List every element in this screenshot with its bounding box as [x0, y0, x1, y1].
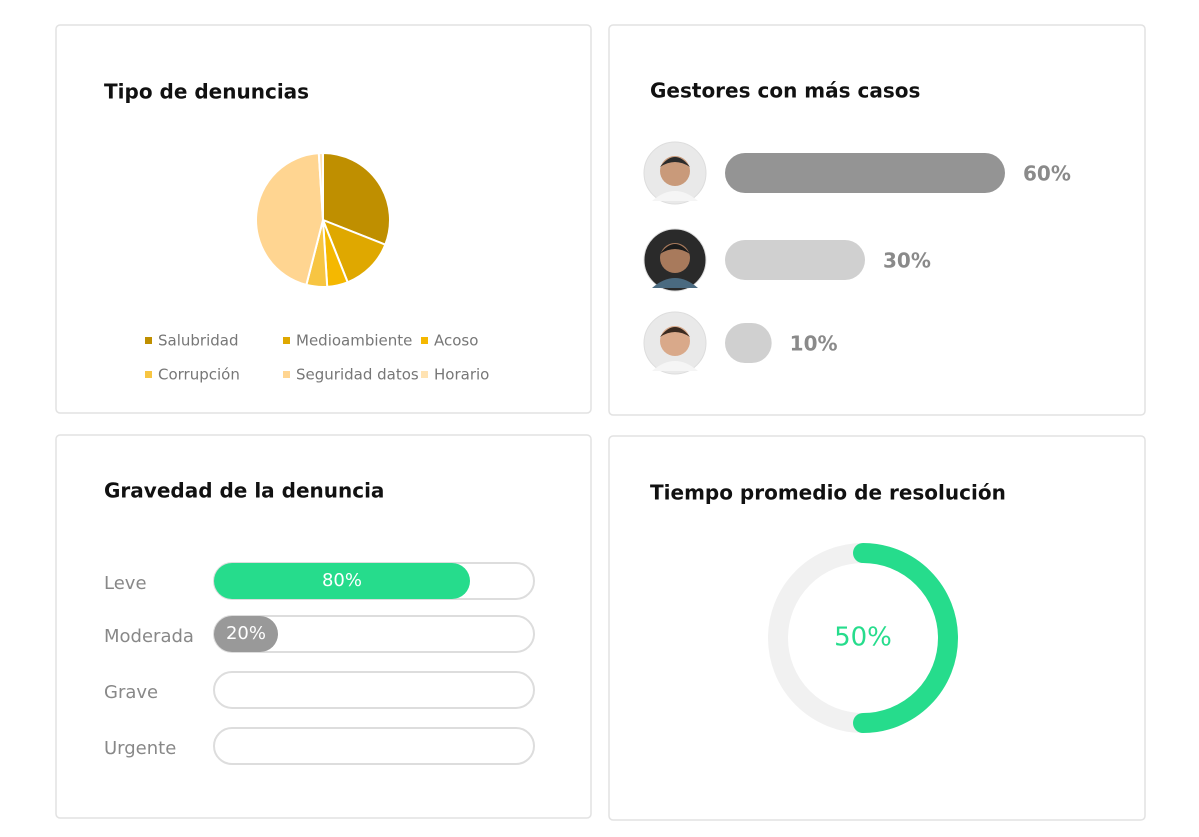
- avatar-body: [652, 278, 698, 288]
- legend-swatch: [145, 337, 152, 344]
- legend-label: Seguridad datos: [296, 366, 419, 384]
- card: [608, 435, 1146, 821]
- card-title: Tipo de denuncias: [104, 80, 309, 104]
- legend-label: Salubridad: [158, 332, 238, 350]
- card-title: Gestores con más casos: [650, 79, 920, 103]
- card-title: Tiempo promedio de resolución: [650, 481, 1006, 505]
- value-label: 30%: [883, 249, 931, 273]
- progress-track: [213, 727, 535, 765]
- row-label: Leve: [104, 573, 147, 594]
- legend-swatch: [421, 371, 428, 378]
- bar: [725, 153, 1005, 193]
- legend-label: Corrupción: [158, 366, 240, 384]
- progress-fill: [214, 563, 470, 599]
- avatar-body: [652, 361, 698, 371]
- card-title: Gravedad de la denuncia: [104, 479, 384, 503]
- pie-slice: [322, 151, 391, 246]
- avatar-face: [660, 326, 690, 356]
- legend-swatch: [145, 371, 152, 378]
- value-label: 20%: [226, 623, 266, 644]
- progress-track: [213, 671, 535, 709]
- donut-label: 50%: [834, 623, 892, 653]
- pie-slice: [321, 218, 387, 284]
- avatar-face: [660, 243, 690, 273]
- pie-slice: [317, 151, 324, 221]
- bar: [725, 240, 865, 280]
- legend-swatch: [421, 337, 428, 344]
- value-label: 80%: [322, 570, 362, 591]
- bar: [725, 323, 772, 363]
- progress-fill: [214, 616, 278, 652]
- avatar-body: [652, 191, 698, 201]
- donut-arc: [853, 543, 958, 733]
- card: [608, 24, 1146, 416]
- row-label: Urgente: [104, 738, 176, 759]
- value-label: 10%: [790, 332, 838, 356]
- legend-label: Medioambiente: [296, 332, 412, 350]
- legend-label: Acoso: [434, 332, 478, 350]
- legend-swatch: [283, 371, 290, 378]
- avatar-hair: [660, 327, 690, 337]
- row-label: Moderada: [104, 626, 194, 647]
- value-label: 60%: [1023, 162, 1071, 186]
- avatar-face: [660, 156, 690, 186]
- avatar-hair: [660, 157, 690, 167]
- legend-label: Horario: [434, 366, 489, 384]
- row-label: Grave: [104, 682, 158, 703]
- avatar-hair: [660, 244, 690, 254]
- legend-swatch: [283, 337, 290, 344]
- pie-slice: [255, 152, 325, 287]
